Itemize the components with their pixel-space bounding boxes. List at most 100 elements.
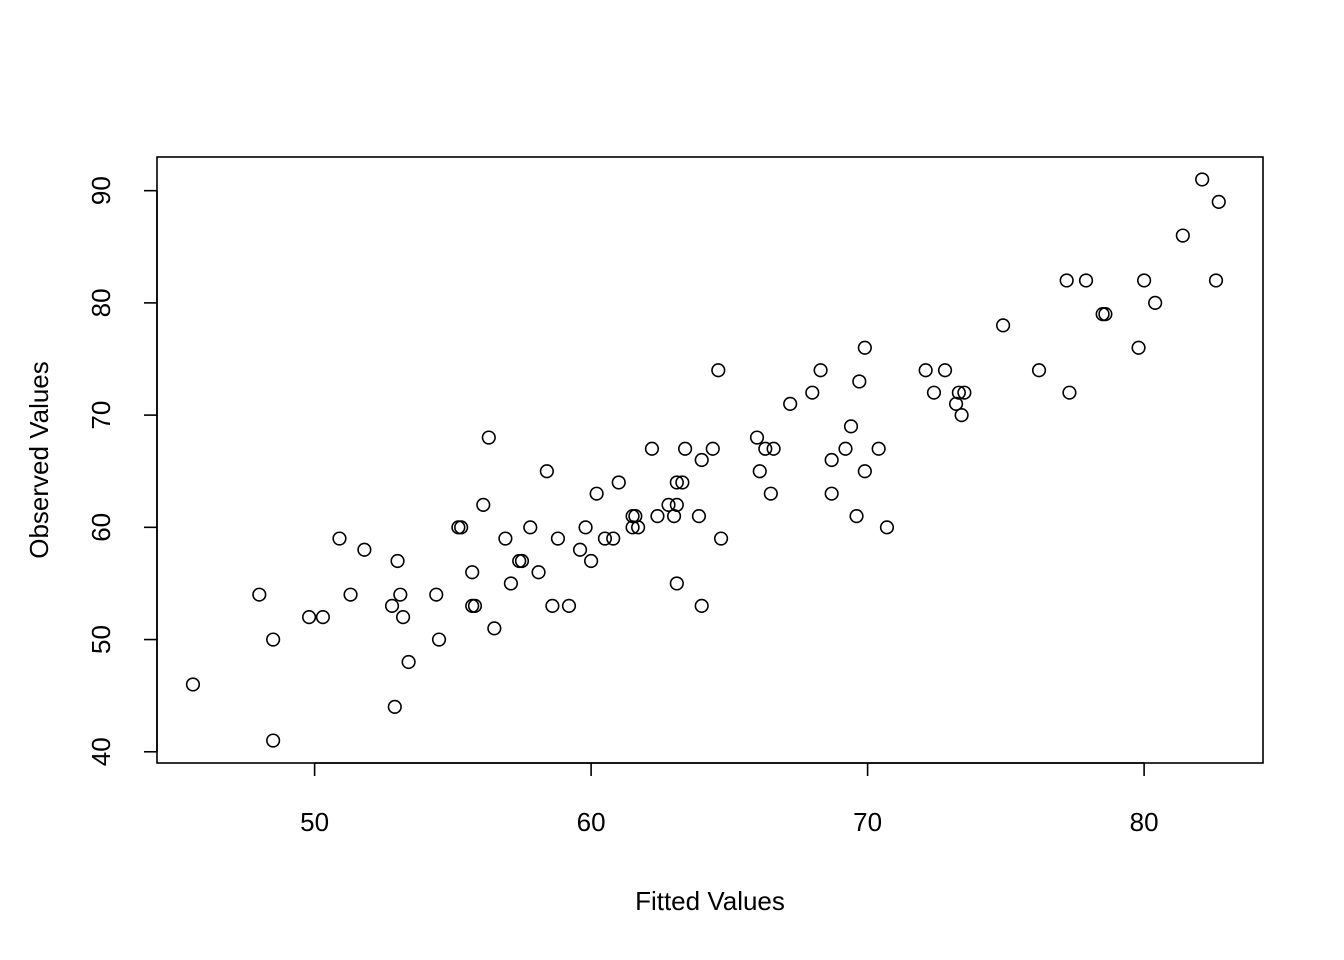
data-point <box>713 531 729 546</box>
data-point <box>644 441 660 456</box>
data-point <box>343 587 358 602</box>
data-point <box>572 542 588 557</box>
data-point <box>487 621 502 636</box>
data-point <box>315 610 331 625</box>
data-point <box>857 340 872 355</box>
data-point <box>1098 307 1113 322</box>
y-axis: 40 50 60 70 80 90 <box>86 176 158 766</box>
data-point <box>1208 273 1224 288</box>
data-point <box>711 363 726 378</box>
data-point <box>824 452 839 468</box>
data-point <box>384 598 400 613</box>
data-point <box>606 531 621 546</box>
data-point <box>357 542 372 557</box>
x-axis-label: Fitted Values <box>635 886 785 916</box>
data-point <box>578 520 593 535</box>
data-point <box>561 598 577 613</box>
data-point <box>1195 172 1210 187</box>
data-point <box>691 509 707 524</box>
data-point <box>758 441 773 456</box>
data-point <box>429 587 444 602</box>
data-point <box>650 509 665 524</box>
data-point <box>395 610 411 625</box>
data-point <box>512 553 527 569</box>
data-point <box>401 654 416 670</box>
plot-frame <box>156 156 1264 764</box>
data-point <box>705 441 720 456</box>
data-point <box>266 733 281 748</box>
y-tick-label: 70 <box>86 401 116 430</box>
x-tick-label: 80 <box>1130 807 1159 837</box>
data-point <box>1211 194 1226 209</box>
data-point <box>431 632 447 647</box>
y-tick-label: 90 <box>86 176 116 205</box>
data-point <box>589 486 604 501</box>
data-point <box>805 385 820 400</box>
data-point <box>631 520 646 535</box>
data-point <box>1031 363 1047 378</box>
data-point <box>523 520 538 535</box>
data-point <box>465 565 480 580</box>
data-point <box>332 531 347 546</box>
data-point <box>813 363 828 378</box>
data-point <box>476 497 491 512</box>
data-point <box>387 699 402 714</box>
data-point <box>393 587 408 602</box>
data-point <box>514 553 530 569</box>
data-point <box>1095 307 1110 322</box>
data-point <box>843 419 859 434</box>
data-point <box>918 363 933 378</box>
data-point <box>467 598 483 613</box>
data-point <box>503 576 519 591</box>
data-point <box>669 576 684 591</box>
data-point <box>531 565 546 580</box>
data-point <box>1059 273 1074 288</box>
y-tick-label: 80 <box>86 288 116 317</box>
data-point <box>185 677 201 692</box>
data-point <box>465 598 480 613</box>
data-point <box>957 385 972 400</box>
data-point <box>937 363 953 378</box>
data-point <box>694 598 709 613</box>
data-point <box>926 385 942 400</box>
data-point <box>454 520 469 535</box>
data-point <box>252 587 267 602</box>
data-point <box>838 441 853 456</box>
data-points <box>185 172 1226 748</box>
x-tick-label: 60 <box>577 807 606 837</box>
data-point <box>871 441 886 456</box>
data-point <box>995 318 1011 333</box>
data-point <box>539 464 554 479</box>
y-tick-label: 40 <box>86 737 116 766</box>
data-point <box>852 374 867 389</box>
data-point <box>266 632 281 647</box>
data-point <box>675 475 690 490</box>
x-tick-label: 50 <box>300 807 329 837</box>
data-point <box>749 430 765 445</box>
data-point <box>1131 340 1146 355</box>
y-axis-label: Observed Values <box>24 361 54 559</box>
data-point <box>678 441 693 456</box>
data-point <box>669 475 684 490</box>
x-axis: 50 60 70 80 <box>300 762 1159 837</box>
data-point <box>661 497 676 512</box>
y-tick-label: 50 <box>86 625 116 654</box>
data-point <box>1137 273 1152 288</box>
data-point <box>550 531 566 546</box>
data-point <box>498 531 513 546</box>
data-point <box>951 385 966 400</box>
data-point <box>849 509 864 524</box>
data-point <box>611 475 626 490</box>
data-point <box>1078 273 1094 288</box>
data-point <box>301 610 317 625</box>
data-point <box>1062 385 1077 400</box>
x-tick-label: 70 <box>853 807 882 837</box>
data-point <box>783 396 798 411</box>
data-point <box>1148 295 1163 310</box>
data-point <box>584 553 599 569</box>
data-point <box>954 408 969 423</box>
data-point <box>879 520 895 535</box>
data-point <box>1175 228 1190 243</box>
